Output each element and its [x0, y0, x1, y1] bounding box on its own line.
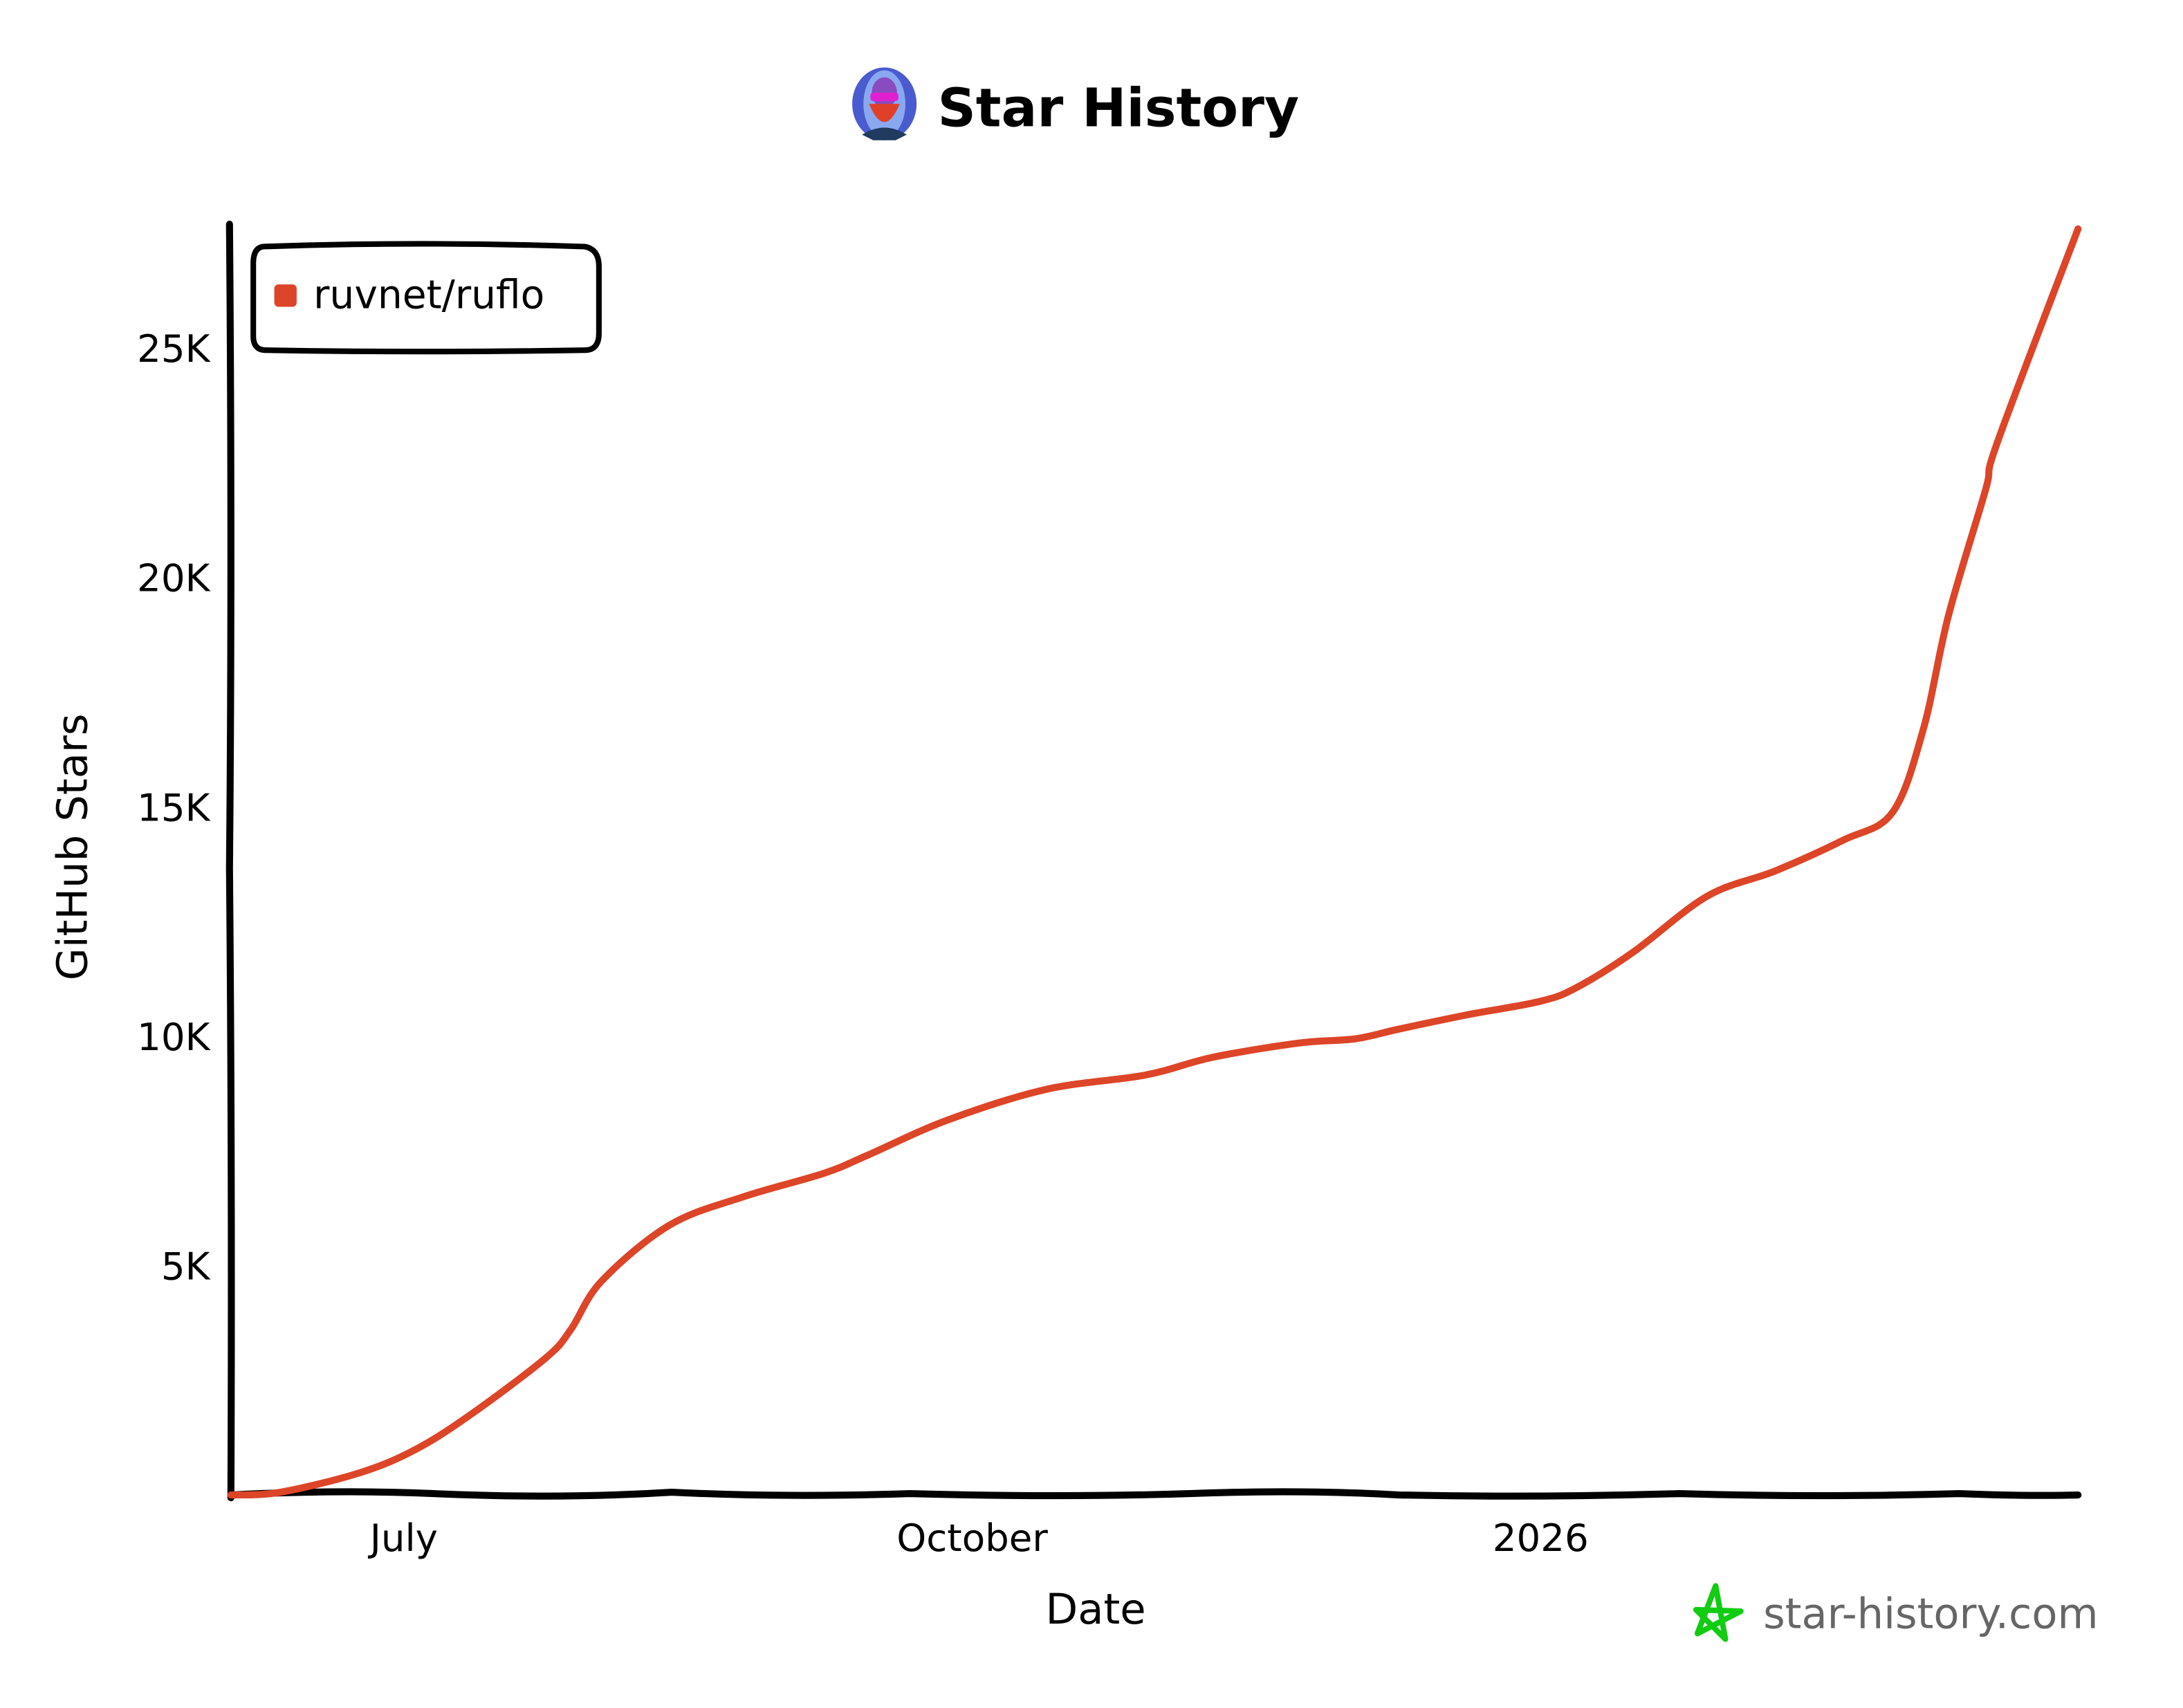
y-axis-label: GitHub Stars	[48, 714, 97, 981]
x-axis-label: Date	[1046, 1586, 1146, 1634]
series-line-0	[227, 225, 2082, 1499]
y-tick-label: 15K	[137, 785, 210, 829]
y-axis	[225, 221, 235, 1502]
chart-header: Star History	[852, 67, 1299, 140]
x-tick-label: 2026	[1493, 1516, 1589, 1560]
y-tick-label: 25K	[137, 327, 210, 371]
user-avatar-icon	[852, 67, 917, 140]
star-icon	[1693, 1583, 1744, 1642]
x-tick-label: October	[896, 1516, 1048, 1560]
chart-title: Star History	[937, 78, 1299, 140]
watermark-text[interactable]: star-history.com	[1763, 1590, 2099, 1638]
series-layer	[227, 225, 2082, 1499]
x-tick-label: July	[368, 1516, 438, 1560]
x-axis	[227, 1488, 2082, 1500]
y-tick-label: 5K	[161, 1245, 211, 1289]
y-tick-label: 20K	[137, 556, 210, 600]
y-tick-labels: 5K 10K 15K 20K 25K	[137, 327, 210, 1289]
legend: ruvnet/ruflo	[250, 241, 602, 355]
watermark[interactable]: star-history.com	[1693, 1583, 2099, 1642]
legend-label: ruvnet/ruflo	[313, 272, 544, 318]
legend-box	[250, 241, 602, 355]
legend-swatch	[274, 284, 297, 307]
y-tick-label: 10K	[137, 1015, 210, 1059]
x-tick-labels: July October 2026	[368, 1516, 1589, 1560]
